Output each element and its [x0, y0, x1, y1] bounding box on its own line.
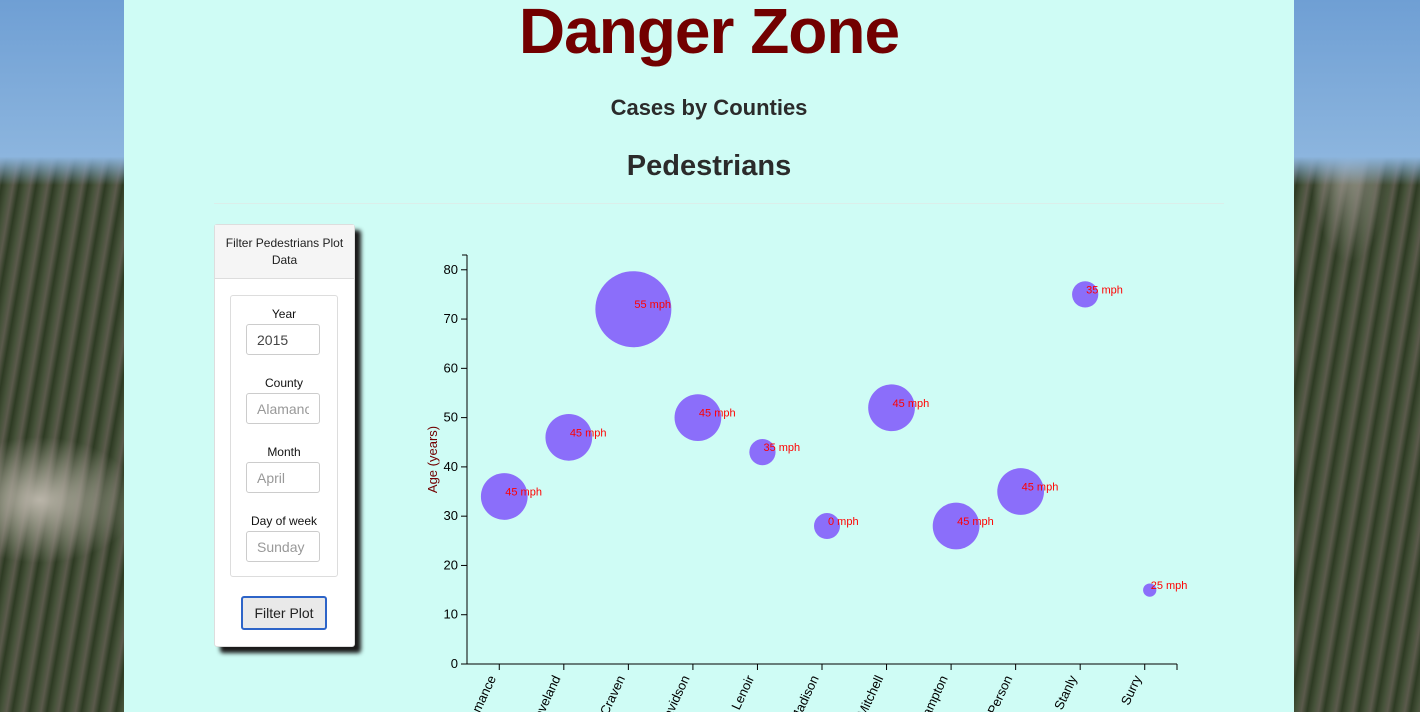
x-tick-label: Surry	[1118, 672, 1145, 707]
main-panel: Danger Zone Cases by Counties Pedestrian…	[124, 0, 1294, 712]
filter-card: Filter Pedestrians Plot Data Year County…	[214, 224, 355, 647]
bubble	[932, 502, 980, 550]
filter-plot-button[interactable]: Filter Plot	[241, 596, 327, 630]
x-tick-label: Person	[984, 673, 1015, 712]
month-input[interactable]	[246, 462, 320, 493]
day-of-week-label: Day of week	[250, 514, 318, 528]
bubble-label: 45 mph	[570, 427, 607, 439]
bubble-label: 45 mph	[505, 486, 542, 498]
y-tick-label: 60	[444, 360, 458, 375]
bubble-label: 0 mph	[828, 516, 859, 528]
x-tick-label: Mitchell	[854, 673, 886, 712]
x-tick-label: Cleveland	[526, 673, 564, 712]
x-tick-label: Craven	[597, 673, 628, 712]
bubble-label: 35 mph	[763, 442, 800, 454]
y-tick-label: 0	[451, 656, 458, 671]
y-tick-label: 30	[444, 508, 458, 523]
bubble	[1143, 583, 1157, 597]
page-subtitle: Cases by Counties	[610, 95, 808, 120]
y-tick-label: 10	[444, 607, 458, 622]
bubble-label: 45 mph	[957, 516, 994, 528]
y-tick-label: 80	[444, 262, 458, 277]
year-input[interactable]	[246, 324, 320, 355]
bubble-label: 25 mph	[1151, 580, 1188, 592]
bubble	[814, 513, 840, 540]
bubble	[1072, 281, 1099, 308]
year-label: Year	[271, 307, 297, 321]
bubble	[997, 468, 1045, 515]
bubble	[480, 473, 528, 520]
bubble	[749, 438, 776, 466]
bubble-label: 45 mph	[1022, 482, 1059, 494]
bubble	[595, 271, 672, 348]
x-tick-label: Alamance	[461, 673, 499, 712]
bubble	[674, 394, 722, 441]
bubble-label: 35 mph	[1086, 284, 1123, 296]
county-input[interactable]	[246, 393, 320, 424]
x-tick-label: Northampton	[905, 673, 950, 712]
page-title: Danger Zone	[518, 0, 900, 67]
y-tick-label: 40	[444, 459, 458, 474]
x-tick-label: Stanly	[1051, 672, 1080, 712]
county-label: County	[264, 376, 304, 390]
bubble	[545, 413, 593, 461]
month-label: Month	[267, 445, 301, 459]
divider	[214, 203, 1224, 204]
y-axis-label: Age (years)	[425, 426, 440, 493]
y-tick-label: 70	[444, 311, 458, 326]
y-tick-label: 50	[444, 410, 458, 425]
x-tick-label: Davidson	[656, 673, 693, 712]
filter-form: Year County Month Day of week	[230, 295, 338, 577]
y-tick-label: 20	[444, 557, 458, 572]
day-of-week-input[interactable]	[246, 531, 320, 562]
x-tick-label: Lenoir	[728, 672, 757, 712]
bubble	[868, 384, 915, 432]
section-title: Pedestrians	[626, 150, 792, 182]
bubble-label: 55 mph	[634, 299, 671, 311]
bubble-label: 45 mph	[699, 408, 736, 420]
filter-heading: Filter Pedestrians Plot Data	[215, 225, 354, 279]
x-tick-label: Madison	[787, 673, 821, 712]
bubble-label: 45 mph	[893, 398, 930, 410]
